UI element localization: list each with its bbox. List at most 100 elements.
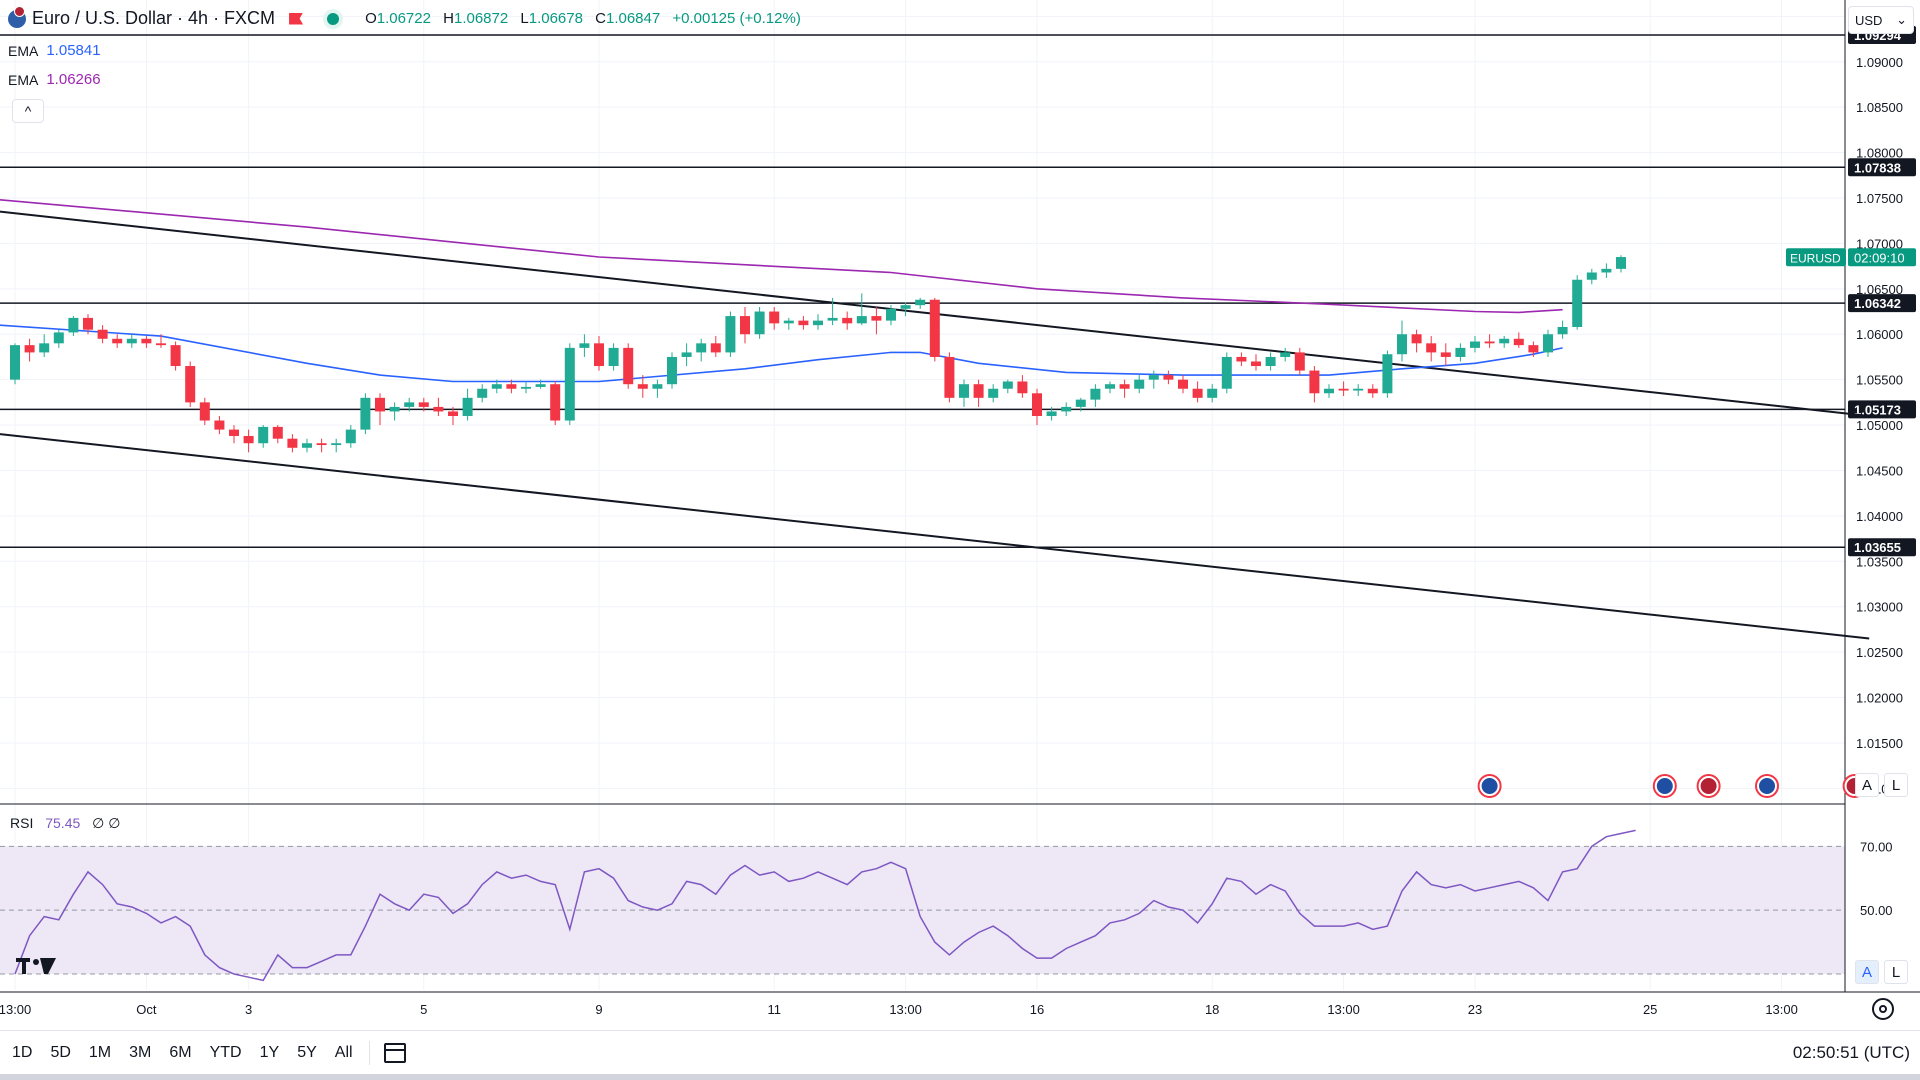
candle[interactable] — [856, 316, 867, 324]
candle[interactable] — [214, 420, 225, 430]
candle[interactable] — [900, 305, 911, 309]
candle[interactable] — [462, 397, 473, 416]
candle[interactable] — [97, 329, 108, 339]
candle[interactable] — [345, 429, 356, 444]
candle[interactable] — [1061, 406, 1072, 412]
candle[interactable] — [1513, 338, 1524, 346]
eu-flag-icon[interactable] — [1755, 774, 1779, 798]
candle[interactable] — [564, 347, 575, 421]
candle[interactable] — [1178, 379, 1188, 389]
utc-clock[interactable]: 02:50:51 (UTC) — [1792, 1043, 1910, 1062]
candle[interactable] — [229, 429, 239, 436]
timeframe-1d-button[interactable]: 1D — [12, 1043, 33, 1061]
candle[interactable] — [68, 317, 79, 333]
candle[interactable] — [667, 356, 677, 385]
candle[interactable] — [1353, 388, 1364, 391]
rsi-auto-scale-button[interactable]: A — [1855, 960, 1879, 984]
candle[interactable] — [170, 345, 181, 367]
candle[interactable] — [1002, 381, 1013, 389]
candle[interactable] — [1455, 347, 1466, 357]
date-range-calendar-icon[interactable] — [383, 1042, 406, 1063]
candle[interactable] — [302, 443, 312, 448]
candle[interactable] — [360, 397, 371, 430]
candle[interactable] — [491, 384, 502, 389]
ema-fast-legend[interactable]: EMA 1.05841 — [8, 42, 101, 59]
candle[interactable] — [1046, 411, 1057, 416]
candle[interactable] — [973, 384, 984, 398]
candle[interactable] — [521, 386, 531, 389]
timeframe-5d-button[interactable]: 5D — [50, 1043, 71, 1061]
candle[interactable] — [287, 438, 298, 448]
candle[interactable] — [754, 311, 765, 335]
candle[interactable] — [725, 316, 736, 353]
candle[interactable] — [1192, 388, 1203, 398]
candle[interactable] — [1543, 334, 1553, 353]
candle[interactable] — [1207, 388, 1218, 398]
candle[interactable] — [1411, 334, 1422, 344]
candle[interactable] — [637, 384, 648, 389]
candle[interactable] — [1221, 356, 1232, 389]
candle[interactable] — [915, 299, 926, 306]
rsi-legend[interactable]: RSI 75.45 ∅ ∅ — [10, 815, 121, 831]
candle[interactable] — [1090, 388, 1101, 400]
candle[interactable] — [769, 311, 780, 324]
candle[interactable] — [813, 320, 823, 326]
candle[interactable] — [842, 317, 853, 324]
trendline[interactable] — [0, 433, 1870, 640]
candle[interactable] — [1528, 345, 1539, 353]
candle[interactable] — [53, 332, 64, 344]
candle[interactable] — [871, 316, 882, 321]
candle[interactable] — [1324, 388, 1334, 394]
candle[interactable] — [1163, 375, 1174, 380]
candle[interactable] — [83, 317, 93, 330]
candle[interactable] — [579, 343, 590, 348]
candle[interactable] — [331, 443, 342, 446]
candle[interactable] — [886, 308, 896, 321]
candle[interactable] — [1338, 388, 1349, 391]
rsi-log-scale-button[interactable]: L — [1884, 960, 1908, 984]
candle[interactable] — [696, 343, 707, 353]
timeframe-1y-button[interactable]: 1Y — [259, 1043, 280, 1061]
candle[interactable] — [1440, 352, 1451, 357]
eu-flag-icon[interactable] — [1477, 774, 1502, 798]
candle[interactable] — [1134, 379, 1145, 389]
ema-slow-line[interactable] — [0, 199, 1563, 314]
candle[interactable] — [827, 317, 838, 321]
candle[interactable] — [710, 343, 721, 353]
candle[interactable] — [1265, 356, 1276, 367]
candle[interactable] — [929, 299, 940, 357]
candle[interactable] — [1499, 338, 1510, 344]
us-flag-icon[interactable] — [1696, 774, 1721, 798]
candle[interactable] — [681, 352, 692, 357]
candle[interactable] — [112, 338, 123, 344]
candle[interactable] — [1557, 326, 1568, 335]
candle[interactable] — [448, 411, 458, 416]
candle[interactable] — [141, 338, 152, 344]
ema-slow-legend[interactable]: EMA 1.06266 — [8, 71, 101, 88]
timeframe-1m-button[interactable]: 1M — [88, 1043, 112, 1061]
candle[interactable] — [1367, 388, 1378, 394]
candle[interactable] — [550, 384, 561, 421]
settings-gear-icon[interactable] — [1872, 998, 1894, 1020]
candle[interactable] — [652, 384, 663, 389]
candle[interactable] — [1484, 341, 1495, 344]
log-scale-button[interactable]: L — [1884, 773, 1908, 797]
timeframe-6m-button[interactable]: 6M — [169, 1043, 192, 1061]
candle[interactable] — [185, 366, 196, 403]
candle[interactable] — [477, 388, 488, 398]
candle[interactable] — [783, 320, 794, 324]
candle[interactable] — [1032, 393, 1042, 416]
collapse-legend-button[interactable]: ^ — [12, 99, 44, 123]
candle[interactable] — [24, 345, 35, 353]
candle[interactable] — [243, 435, 254, 444]
candle[interactable] — [1397, 334, 1407, 355]
timeframe-all-button[interactable]: All — [334, 1043, 353, 1061]
candle[interactable] — [1572, 279, 1583, 327]
candle[interactable] — [535, 384, 546, 387]
candle[interactable] — [1280, 352, 1291, 357]
candle[interactable] — [10, 345, 20, 380]
candle[interactable] — [1105, 384, 1115, 389]
candle[interactable] — [1616, 257, 1626, 269]
candle[interactable] — [433, 406, 444, 412]
